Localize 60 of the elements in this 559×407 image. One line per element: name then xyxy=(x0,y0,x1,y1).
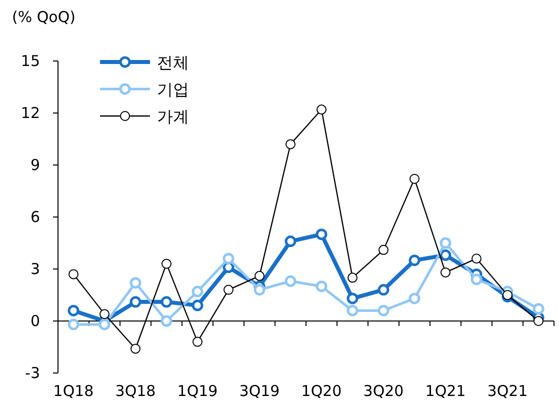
point xyxy=(254,270,264,281)
point xyxy=(534,316,544,326)
point xyxy=(68,318,80,330)
point xyxy=(68,269,78,280)
point xyxy=(378,244,388,255)
point xyxy=(100,309,110,320)
legend-label: 전체 xyxy=(157,53,189,72)
point xyxy=(224,284,234,295)
y-tick-label: 12 xyxy=(20,104,40,122)
point xyxy=(222,252,234,264)
point xyxy=(408,292,420,304)
legend-label: 기업 xyxy=(157,80,189,99)
point xyxy=(346,292,358,304)
x-tick-label: 1Q19 xyxy=(177,382,218,400)
point xyxy=(254,284,266,296)
point xyxy=(98,318,110,330)
point xyxy=(316,104,326,115)
point xyxy=(160,315,172,327)
point xyxy=(378,284,390,296)
x-tick-label: 1Q20 xyxy=(301,382,342,400)
point xyxy=(192,286,204,298)
point xyxy=(192,336,202,347)
point xyxy=(440,249,452,261)
point xyxy=(316,228,328,240)
point xyxy=(348,272,358,283)
x-tick-label: 3Q21 xyxy=(487,382,528,400)
point xyxy=(160,296,172,308)
point xyxy=(284,236,296,248)
x-tick-label: 3Q18 xyxy=(115,382,156,400)
point xyxy=(130,296,142,308)
point xyxy=(378,304,390,316)
point xyxy=(192,300,204,312)
point xyxy=(130,344,140,354)
x-tick-label: 3Q19 xyxy=(239,382,280,400)
y-tick-label: 15 xyxy=(20,52,40,70)
y-tick-label: -3 xyxy=(25,364,40,382)
point xyxy=(502,290,512,300)
x-tick-label: 1Q21 xyxy=(425,382,466,400)
legend-label: 가계 xyxy=(157,107,189,126)
point xyxy=(408,254,420,266)
point xyxy=(316,280,328,292)
point xyxy=(346,304,358,316)
x-tick-label: 1Q18 xyxy=(53,382,94,400)
y-tick-label: 0 xyxy=(30,312,40,330)
point xyxy=(286,139,296,150)
point xyxy=(440,267,450,278)
x-tick-label: 3Q20 xyxy=(363,382,404,400)
y-tick-label: 9 xyxy=(30,156,40,174)
point xyxy=(532,303,544,315)
point xyxy=(410,174,420,184)
point xyxy=(472,254,482,264)
point xyxy=(284,275,296,287)
y-tick-label: 6 xyxy=(30,208,40,226)
point xyxy=(470,274,482,286)
point xyxy=(68,304,80,316)
point xyxy=(162,258,172,269)
point xyxy=(130,277,142,289)
y-tick-label: 3 xyxy=(30,260,40,278)
y-axis-title: (% QoQ) xyxy=(12,8,76,26)
point xyxy=(440,237,452,249)
